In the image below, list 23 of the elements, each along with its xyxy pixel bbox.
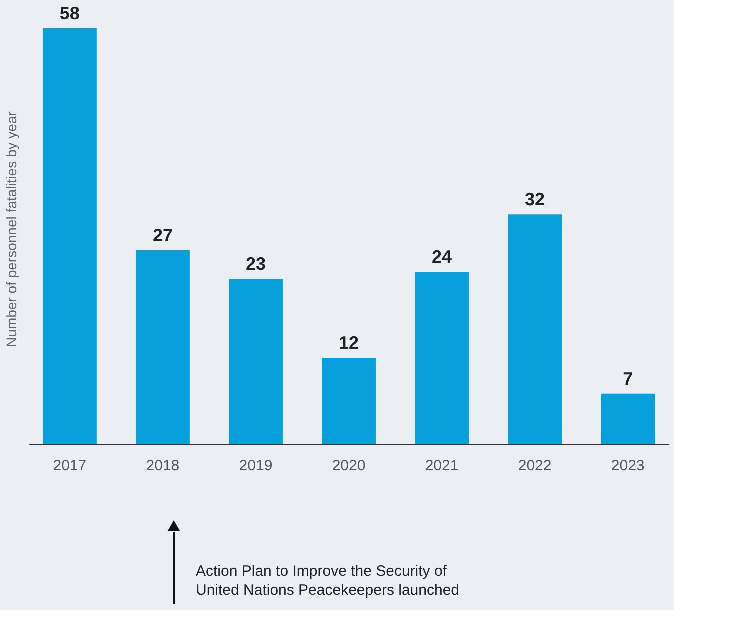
data-label: 27: [152, 226, 173, 246]
x-tick-label: 2023: [611, 458, 645, 474]
data-label: 23: [246, 254, 266, 274]
bar: [229, 279, 283, 444]
data-label: 24: [432, 247, 452, 267]
x-tick-label: 2022: [518, 458, 552, 474]
x-tick-label: 2019: [239, 458, 273, 474]
bar: [508, 214, 562, 444]
x-tick-label: 2021: [425, 458, 459, 474]
data-label: 7: [623, 368, 634, 389]
data-label: 32: [525, 190, 546, 210]
bar: [601, 394, 656, 444]
bar: [136, 250, 190, 444]
data-label: 12: [338, 333, 360, 353]
x-tick-label: 2018: [146, 458, 180, 474]
x-tick-label: 2017: [53, 458, 87, 474]
bar: [415, 272, 469, 444]
text: Action Plan to Improve the Security of United Nations Peacekeepers launched: [196, 563, 460, 599]
bar: [42, 28, 97, 444]
y-axis-title: Number of personnel fatalities by year: [4, 111, 20, 348]
bar: [322, 358, 376, 444]
data-label: 58: [60, 3, 80, 24]
x-tick-label: 2020: [332, 458, 366, 474]
